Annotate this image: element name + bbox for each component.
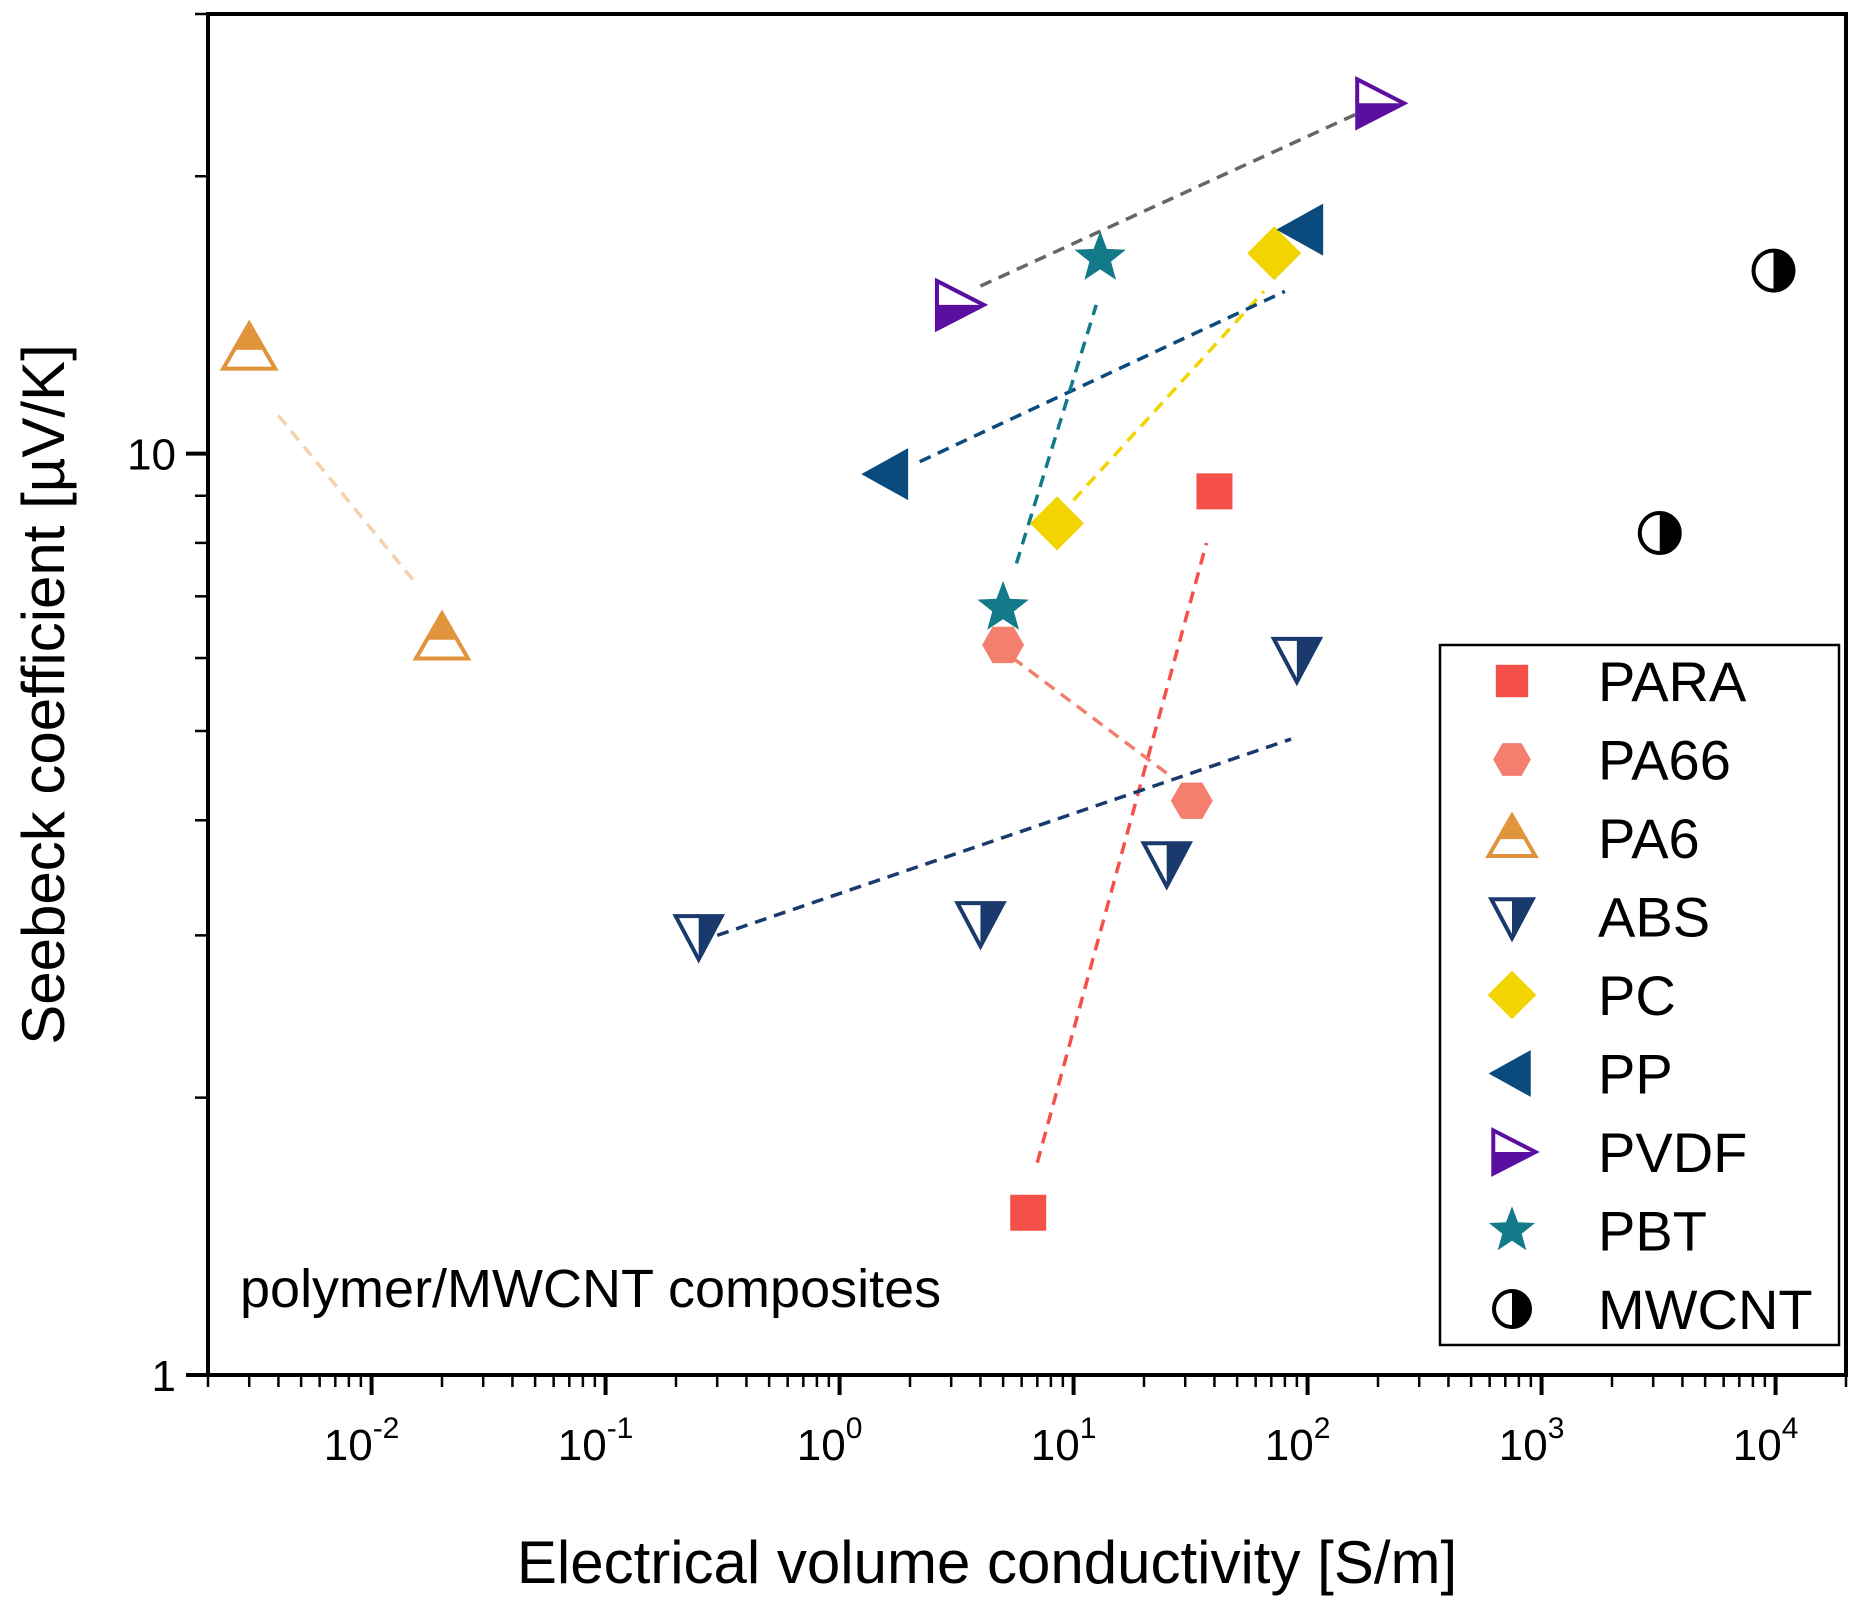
point-pa6 xyxy=(219,319,279,371)
legend-label-pvdf: PVDF xyxy=(1598,1121,1747,1184)
point-para xyxy=(1010,1194,1047,1231)
triangle-left-marker xyxy=(1488,1050,1531,1097)
annotation-text: polymer/MWCNT composites xyxy=(240,1259,941,1319)
trend-line-pc xyxy=(1072,290,1266,502)
legend-marker-pp xyxy=(1488,1050,1531,1097)
legend-label-pc: PC xyxy=(1598,964,1676,1027)
y-tick-label: 1 xyxy=(152,1352,176,1401)
point-mwcnt xyxy=(1637,511,1682,556)
triangle-up-marker xyxy=(1485,811,1539,858)
x-tick-label: 10-1 xyxy=(558,1412,634,1470)
triangle-right-marker xyxy=(1355,76,1409,131)
point-pp xyxy=(1276,203,1324,256)
triangle-right-marker xyxy=(934,277,989,333)
point-pc xyxy=(1030,496,1085,551)
point-abs xyxy=(1270,636,1324,687)
legend: PARA PA66 PA6 ABS PC PP PVDF PBT MWCNT xyxy=(1438,643,1841,1347)
point-abs xyxy=(954,901,1007,951)
point-pvdf xyxy=(934,277,989,333)
legend-marker-abs xyxy=(1487,897,1537,943)
triangle-down-marker xyxy=(672,914,726,964)
axes-layer: 10-2 10-1 100 101 102 103 104 1 10 xyxy=(127,12,1848,1470)
x-tick-label: 104 xyxy=(1733,1412,1799,1470)
legend-marker-pa6 xyxy=(1485,811,1539,858)
point-para xyxy=(1196,473,1233,510)
triangle-right-marker xyxy=(1491,1127,1540,1177)
point-pa66 xyxy=(1170,782,1213,819)
legend-marker-pa66 xyxy=(1493,743,1531,776)
square-marker xyxy=(1495,664,1529,698)
legend-marker-mwcnt xyxy=(1492,1289,1532,1329)
x-axis-title: Electrical volume conductivity [S/m] xyxy=(517,1529,1457,1596)
legend-marker-pc xyxy=(1487,970,1537,1020)
triangle-up-marker xyxy=(412,609,472,661)
point-pbt xyxy=(1074,231,1126,280)
star-marker xyxy=(1488,1206,1536,1251)
y-tick-label: 10 xyxy=(127,431,176,480)
data-points-layer xyxy=(219,76,1796,1231)
hexagon-marker xyxy=(1493,743,1531,776)
point-abs xyxy=(672,914,726,964)
square-marker xyxy=(1196,473,1233,510)
hexagon-marker xyxy=(1170,782,1213,819)
legend-label-pa66: PA66 xyxy=(1598,729,1731,792)
diamond-marker xyxy=(1247,226,1302,281)
point-pa6 xyxy=(412,609,472,661)
plot-frame xyxy=(206,12,1848,1377)
trend-line-abs xyxy=(716,737,1292,938)
point-pp xyxy=(861,448,909,501)
trend-line-pa6 xyxy=(277,414,415,581)
point-pc xyxy=(1247,226,1302,281)
triangle-down-marker xyxy=(1140,841,1194,891)
triangle-left-marker xyxy=(861,448,909,501)
legend-label-pa6: PA6 xyxy=(1598,807,1700,870)
legend-label-pbt: PBT xyxy=(1598,1200,1707,1263)
triangle-down-marker xyxy=(954,901,1007,951)
trend-line-pbt xyxy=(1014,304,1098,564)
x-tick-label: 101 xyxy=(1031,1412,1097,1470)
x-tick-label: 103 xyxy=(1499,1412,1565,1470)
diamond-marker xyxy=(1030,496,1085,551)
triangle-left-marker xyxy=(1276,203,1324,256)
legend-marker-pvdf xyxy=(1491,1127,1540,1177)
trend-line-para xyxy=(1035,542,1209,1164)
triangle-down-marker xyxy=(1270,636,1324,687)
x-tick-label: 10-2 xyxy=(324,1412,400,1470)
legend-marker-pbt xyxy=(1488,1206,1536,1251)
trend-line-pvdf xyxy=(979,110,1363,288)
point-pvdf xyxy=(1355,76,1409,131)
y-axis-title: Seebeck coefficient [µV/K] xyxy=(10,344,77,1045)
star-marker xyxy=(1074,231,1126,280)
x-tick-label: 100 xyxy=(797,1412,863,1470)
trend-line-pa66 xyxy=(1011,656,1168,775)
square-marker xyxy=(1010,1194,1047,1231)
star-marker xyxy=(977,580,1029,630)
trend-line-pp xyxy=(918,289,1286,464)
triangle-up-marker xyxy=(219,319,279,371)
diamond-marker xyxy=(1487,970,1537,1020)
legend-marker-para xyxy=(1495,664,1529,698)
point-pa66 xyxy=(982,626,1025,664)
legend-label-para: PARA xyxy=(1598,650,1747,713)
point-abs xyxy=(1140,841,1194,891)
point-mwcnt xyxy=(1751,248,1796,293)
legend-label-mwcnt: MWCNT xyxy=(1598,1278,1813,1341)
trend-lines-layer xyxy=(277,110,1363,1164)
hexagon-marker xyxy=(982,626,1025,664)
point-pbt xyxy=(977,580,1029,630)
triangle-down-marker xyxy=(1487,897,1537,943)
x-tick-label: 102 xyxy=(1265,1412,1331,1470)
legend-label-abs: ABS xyxy=(1598,886,1710,949)
legend-label-pp: PP xyxy=(1598,1043,1673,1106)
